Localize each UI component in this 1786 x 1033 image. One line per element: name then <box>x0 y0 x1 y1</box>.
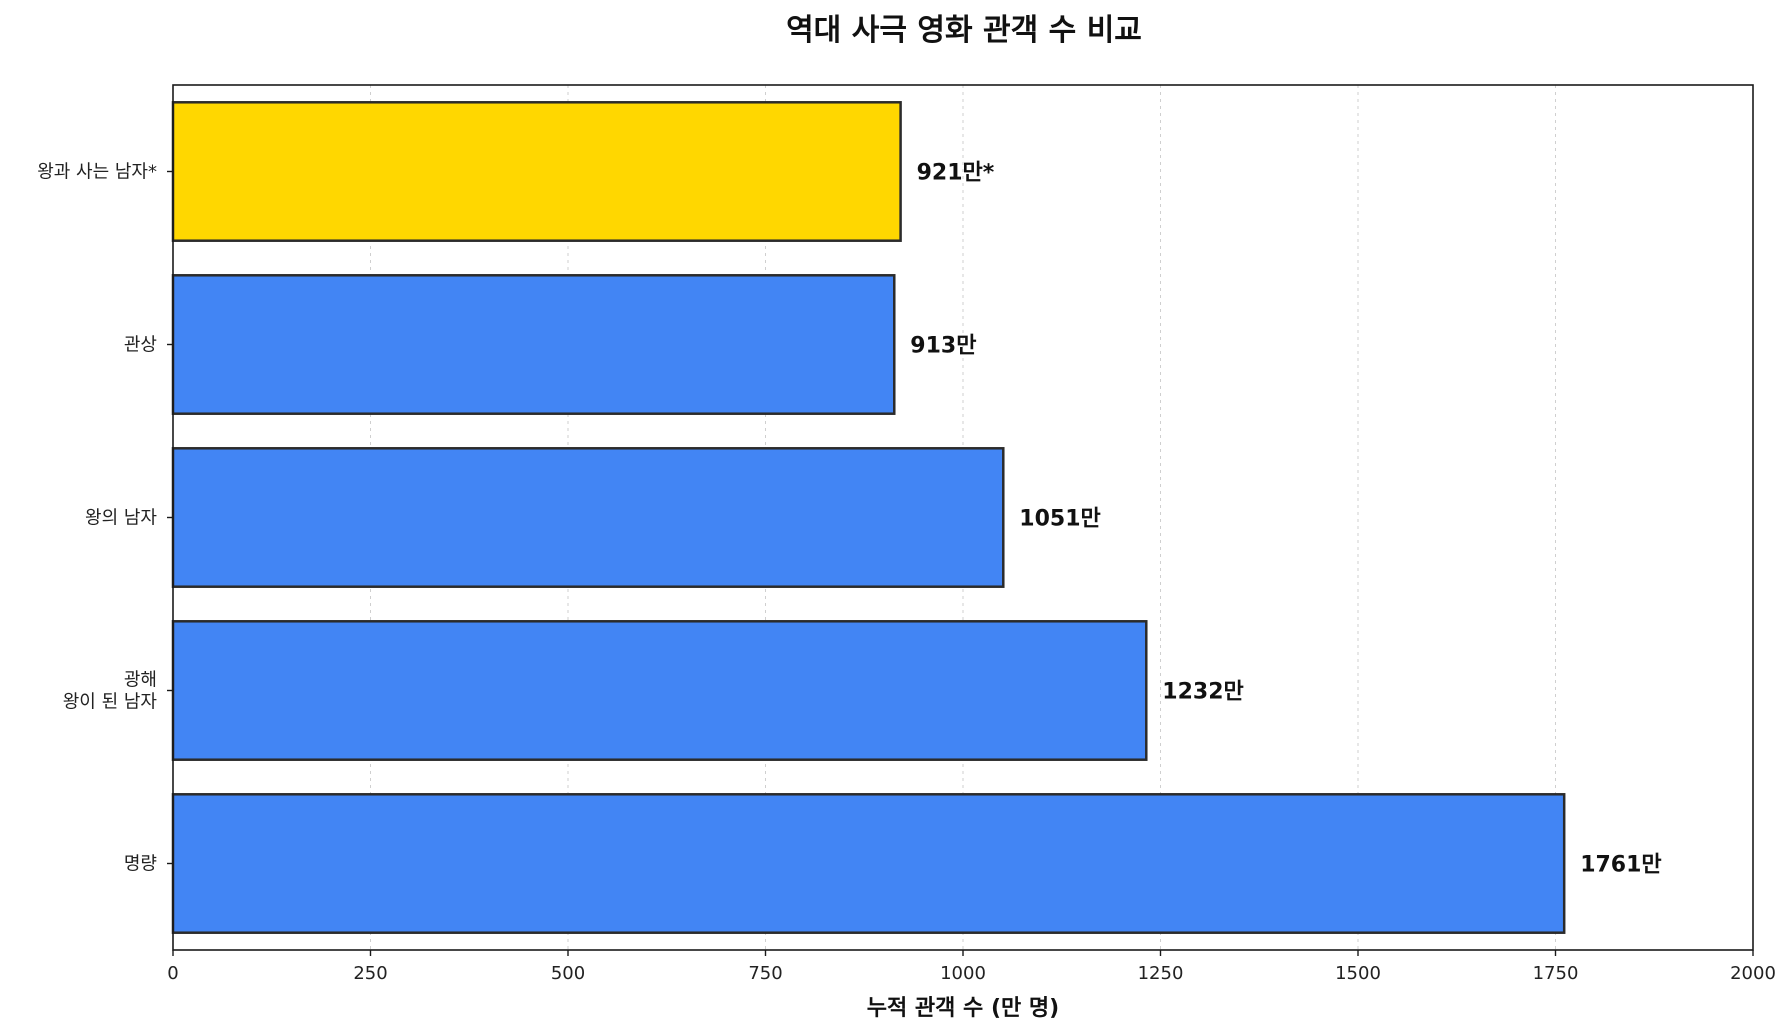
x-axis-label: 누적 관객 수 (만 명) <box>867 996 1059 1021</box>
data-labels: 921만* 913만 1051만 1232만 1761만 <box>910 161 1661 878</box>
data-label: 1232만 <box>1162 680 1243 705</box>
bars <box>171 101 1566 934</box>
bar <box>171 101 902 242</box>
x-tick-label: 1250 <box>1138 963 1184 984</box>
x-tick-label: 1750 <box>1533 963 1579 984</box>
bar <box>171 447 1005 588</box>
y-tick-label: 광해 <box>124 670 157 691</box>
data-label: 921만* <box>917 161 995 186</box>
y-tick-label: 왕의 남자 <box>85 508 157 529</box>
x-axis-ticks: 0 250 500 750 1000 1250 1500 1750 2000 <box>167 950 1776 984</box>
x-tick-label: 0 <box>167 963 178 984</box>
x-tick-label: 1000 <box>940 963 986 984</box>
y-tick-label: 관상 <box>124 335 157 356</box>
bar <box>171 793 1566 934</box>
chart-title: 역대 사극 영화 관객 수 비교 <box>786 13 1142 48</box>
y-tick-label: 왕과 사는 남자* <box>37 162 157 183</box>
bar <box>171 620 1148 761</box>
data-label: 1761만 <box>1580 853 1661 878</box>
y-tick-label: 왕이 된 남자 <box>63 692 158 713</box>
x-tick-label: 250 <box>353 963 387 984</box>
x-tick-label: 750 <box>748 963 782 984</box>
bar <box>171 274 896 415</box>
x-tick-label: 500 <box>551 963 585 984</box>
x-tick-label: 1500 <box>1335 963 1381 984</box>
y-tick-label: 명량 <box>124 854 157 875</box>
data-label: 913만 <box>910 334 976 359</box>
x-tick-label: 2000 <box>1730 963 1776 984</box>
data-label: 1051만 <box>1019 507 1100 532</box>
